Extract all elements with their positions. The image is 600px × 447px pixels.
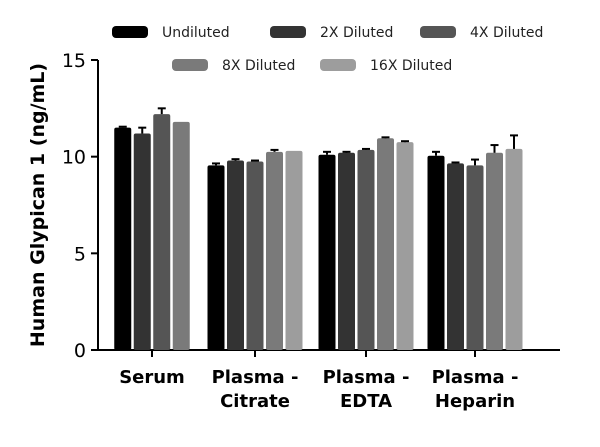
- bar: [133, 133, 151, 350]
- bar: [338, 152, 355, 350]
- bar: [377, 138, 394, 350]
- bar: [505, 148, 523, 350]
- x-tick-label: Serum: [119, 367, 185, 388]
- x-tick-label: Plasma -EDTA: [323, 367, 410, 412]
- bar: [396, 142, 414, 350]
- legend-swatch: [112, 26, 148, 38]
- bar: [246, 161, 264, 350]
- bar: [447, 163, 464, 350]
- y-tick-label: 5: [74, 243, 86, 265]
- bar: [266, 151, 283, 350]
- bar: [285, 150, 303, 350]
- bar: [227, 160, 244, 350]
- bar: [486, 152, 503, 350]
- legend-swatch: [270, 26, 306, 38]
- x-tick-label: Plasma -Citrate: [212, 367, 299, 412]
- x-tick-label: Plasma -Heparin: [432, 367, 519, 412]
- legend-swatch: [320, 59, 356, 71]
- bar: [172, 121, 190, 350]
- legend-label: 2X Diluted: [320, 25, 393, 41]
- legend-swatch: [420, 26, 456, 38]
- bar: [153, 114, 171, 350]
- bar: [357, 149, 375, 350]
- legend-label: 16X Diluted: [370, 58, 452, 74]
- legend-label: 8X Diluted: [222, 58, 295, 74]
- bar: [466, 165, 484, 350]
- legend-label: Undiluted: [162, 25, 230, 41]
- y-axis-label: Human Glypican 1 (ng/mL): [27, 63, 49, 347]
- bar: [318, 154, 336, 350]
- y-tick-label: 15: [62, 50, 86, 72]
- bar: [427, 155, 445, 350]
- legend-label: 4X Diluted: [470, 25, 543, 41]
- bar: [114, 127, 132, 351]
- y-tick-label: 0: [74, 340, 86, 362]
- legend-swatch: [172, 59, 208, 71]
- y-tick-label: 10: [62, 147, 86, 169]
- bar: [207, 165, 225, 350]
